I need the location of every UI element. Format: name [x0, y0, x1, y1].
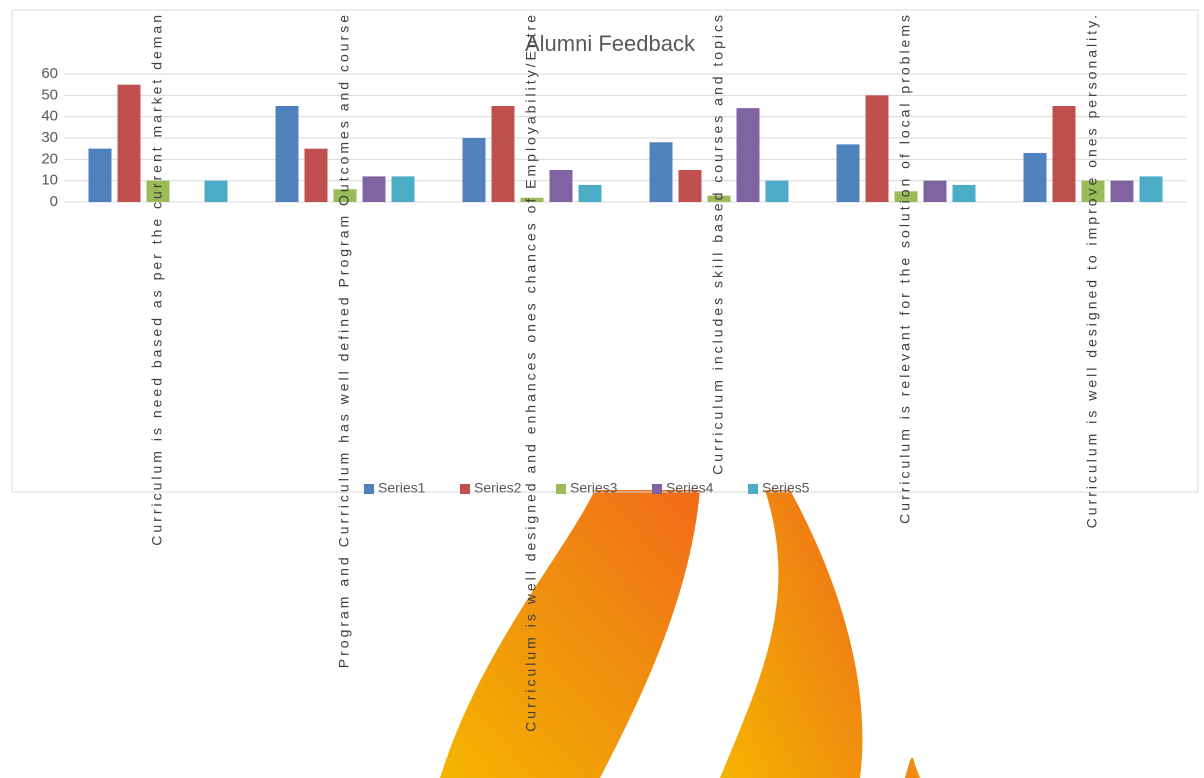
- bar: [649, 142, 673, 202]
- x-tick-label: Curriculum is need based as per the curr…: [149, 12, 165, 546]
- legend-swatch: [748, 484, 758, 494]
- bar: [894, 191, 918, 202]
- y-tick-label: 40: [41, 108, 58, 125]
- y-tick-label: 20: [41, 150, 58, 167]
- x-tick-label: Program and Curriculum has well defined …: [336, 12, 352, 668]
- bar: [117, 84, 141, 202]
- bar: [765, 180, 789, 202]
- bar: [275, 106, 299, 202]
- bar: [836, 144, 860, 202]
- bar: [520, 197, 544, 202]
- bar: [88, 148, 112, 202]
- x-tick-label: Curriculum is well designed and enhances…: [523, 12, 539, 732]
- legend-label: Series1: [378, 480, 426, 496]
- chart-frame: [11, 9, 1199, 493]
- y-tick-label: 10: [41, 172, 58, 189]
- bar: [707, 195, 731, 202]
- bar: [952, 184, 976, 202]
- legend-label: Series2: [474, 480, 522, 496]
- bar: [736, 108, 760, 202]
- bar: [391, 176, 415, 202]
- bar: [491, 106, 515, 202]
- bar: [146, 180, 170, 202]
- legend-swatch: [364, 484, 374, 494]
- bar: [1081, 180, 1105, 202]
- legend-swatch: [556, 484, 566, 494]
- x-tick-label: Curriculum includes skill based courses …: [710, 12, 726, 475]
- bar: [1139, 176, 1163, 202]
- bar: [1052, 106, 1076, 202]
- y-tick-label: 60: [41, 65, 58, 82]
- bar: [1110, 180, 1134, 202]
- y-tick-label: 30: [41, 129, 58, 146]
- bar: [333, 189, 357, 202]
- bar: [578, 184, 602, 202]
- legend-label: Series3: [570, 480, 618, 496]
- bar: [204, 180, 228, 202]
- bar: [678, 170, 702, 202]
- y-tick-label: 50: [41, 86, 58, 103]
- legend-label: Series4: [666, 480, 714, 496]
- bar: [462, 138, 486, 202]
- x-tick-label: Curriculum is well designed to improve o…: [1084, 12, 1100, 528]
- bar: [1023, 152, 1047, 202]
- x-tick-label: Curriculum is relevant for the solution …: [897, 12, 913, 524]
- legend-swatch: [652, 484, 662, 494]
- legend-swatch: [460, 484, 470, 494]
- chart-title: Alumni Feedback: [525, 31, 696, 56]
- bar: [549, 170, 573, 202]
- bar: [362, 176, 386, 202]
- background-flame: [440, 490, 920, 778]
- legend-label: Series5: [762, 480, 810, 496]
- bar: [923, 180, 947, 202]
- y-tick-label: 0: [50, 193, 58, 210]
- bar: [865, 95, 889, 202]
- bar: [304, 148, 328, 202]
